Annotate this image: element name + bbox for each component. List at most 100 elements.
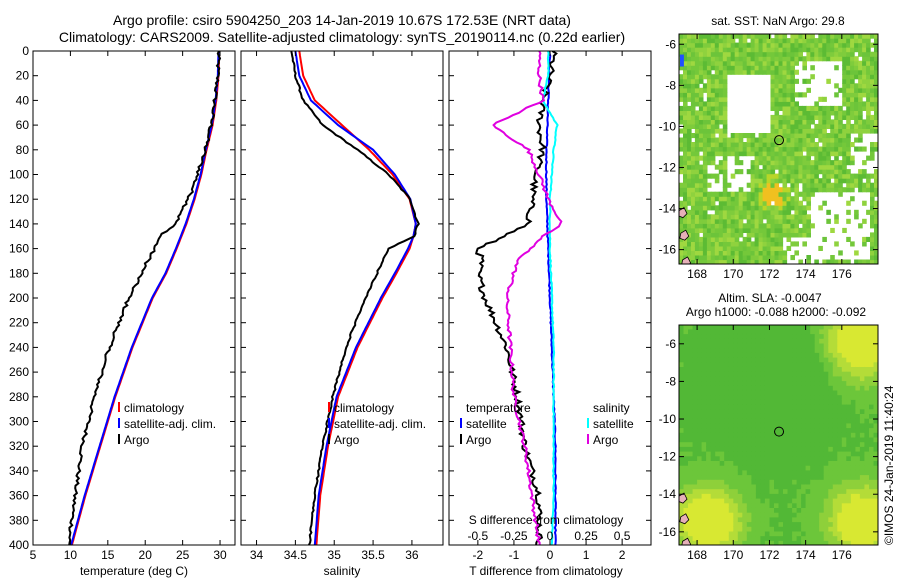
map-cell <box>688 371 694 377</box>
map-cell <box>724 389 730 396</box>
map-cell <box>869 493 875 499</box>
map-cell <box>778 399 784 405</box>
map-cell <box>755 469 761 476</box>
map-cell <box>832 535 838 541</box>
map-cell <box>810 413 816 419</box>
map-cell <box>774 101 780 107</box>
map-cell <box>706 236 712 242</box>
map-cell <box>801 380 807 386</box>
map-cell <box>730 255 736 261</box>
map-cell <box>841 427 847 433</box>
map-cell <box>755 418 761 424</box>
map-cell <box>764 446 770 452</box>
map-cell <box>774 83 780 89</box>
map-cell <box>706 128 712 134</box>
map-cell <box>694 218 700 224</box>
map-cell <box>819 540 825 545</box>
map-cell <box>854 119 859 125</box>
map-cell <box>755 488 761 494</box>
map-cell <box>710 196 716 202</box>
map-cell <box>810 137 815 143</box>
map-cell <box>864 380 870 386</box>
map-cell <box>862 60 867 66</box>
map-cell <box>724 325 730 330</box>
map-cell <box>870 200 875 206</box>
map-cell <box>683 526 689 532</box>
map-cell <box>794 173 799 179</box>
map-cell <box>873 375 878 382</box>
map-cell <box>798 142 803 148</box>
map-cell <box>683 60 688 66</box>
map-cell <box>688 325 694 330</box>
map-cell <box>754 214 760 220</box>
map-cell <box>683 488 689 494</box>
map-cell <box>787 399 793 405</box>
map-cell <box>802 218 807 224</box>
map-cell <box>778 352 784 358</box>
map-cell <box>722 151 728 157</box>
map-cell <box>760 432 766 438</box>
map-cell <box>796 446 802 452</box>
map-cell <box>746 526 752 532</box>
map-cell <box>706 214 712 220</box>
map-cell <box>760 516 766 523</box>
map-cell <box>841 385 847 391</box>
map-cell <box>702 223 708 229</box>
map-cell <box>874 169 878 175</box>
map-cell <box>846 96 851 102</box>
map-cell <box>787 540 793 545</box>
map-cell <box>737 422 743 429</box>
map-cell <box>742 196 748 202</box>
map-cell <box>710 56 716 62</box>
map-cell <box>823 328 829 335</box>
map-cell <box>722 65 728 71</box>
map-cell <box>683 196 688 202</box>
map-cell <box>878 124 883 129</box>
map-cell <box>751 451 757 457</box>
map-cell <box>810 325 816 330</box>
map-cell <box>764 479 770 485</box>
map-cell <box>783 535 789 541</box>
map-cell <box>828 389 834 396</box>
map-cell <box>694 101 700 107</box>
map-cell <box>774 178 780 184</box>
map-cell <box>787 465 793 471</box>
map-cell <box>826 42 831 48</box>
map-cell <box>806 155 811 161</box>
map-cell <box>805 361 811 367</box>
map-cell <box>694 51 700 57</box>
map-cell <box>724 399 730 405</box>
map-cell <box>850 413 856 419</box>
map-cell <box>733 512 739 518</box>
map-cell <box>846 446 852 452</box>
map-cell <box>850 352 856 358</box>
map-cell <box>764 441 770 447</box>
map-cell <box>792 465 798 471</box>
map-cell <box>850 182 855 188</box>
map-cell <box>778 516 784 523</box>
map-cell <box>718 34 724 39</box>
map-cell <box>810 51 815 57</box>
map-cell <box>855 427 861 433</box>
map-cell <box>855 441 861 447</box>
map-cell <box>859 507 865 513</box>
map-cell <box>873 521 878 527</box>
map-cell <box>850 123 855 129</box>
map-cell <box>786 87 792 93</box>
map-cell <box>679 530 685 537</box>
map-cell <box>814 413 820 419</box>
map-cell <box>806 133 811 139</box>
map-cell <box>750 245 756 251</box>
map-cell <box>690 114 696 120</box>
map-cell <box>706 232 712 238</box>
map-cell <box>801 465 807 471</box>
map-cell <box>873 488 878 494</box>
map-cell <box>733 493 739 499</box>
map-cell <box>778 42 784 48</box>
map-cell <box>766 178 772 184</box>
map-cell <box>742 200 748 206</box>
map-cell <box>837 488 843 494</box>
map-xtick-label: 170 <box>723 267 743 281</box>
map-cell <box>855 408 861 414</box>
map-cell <box>764 328 770 335</box>
